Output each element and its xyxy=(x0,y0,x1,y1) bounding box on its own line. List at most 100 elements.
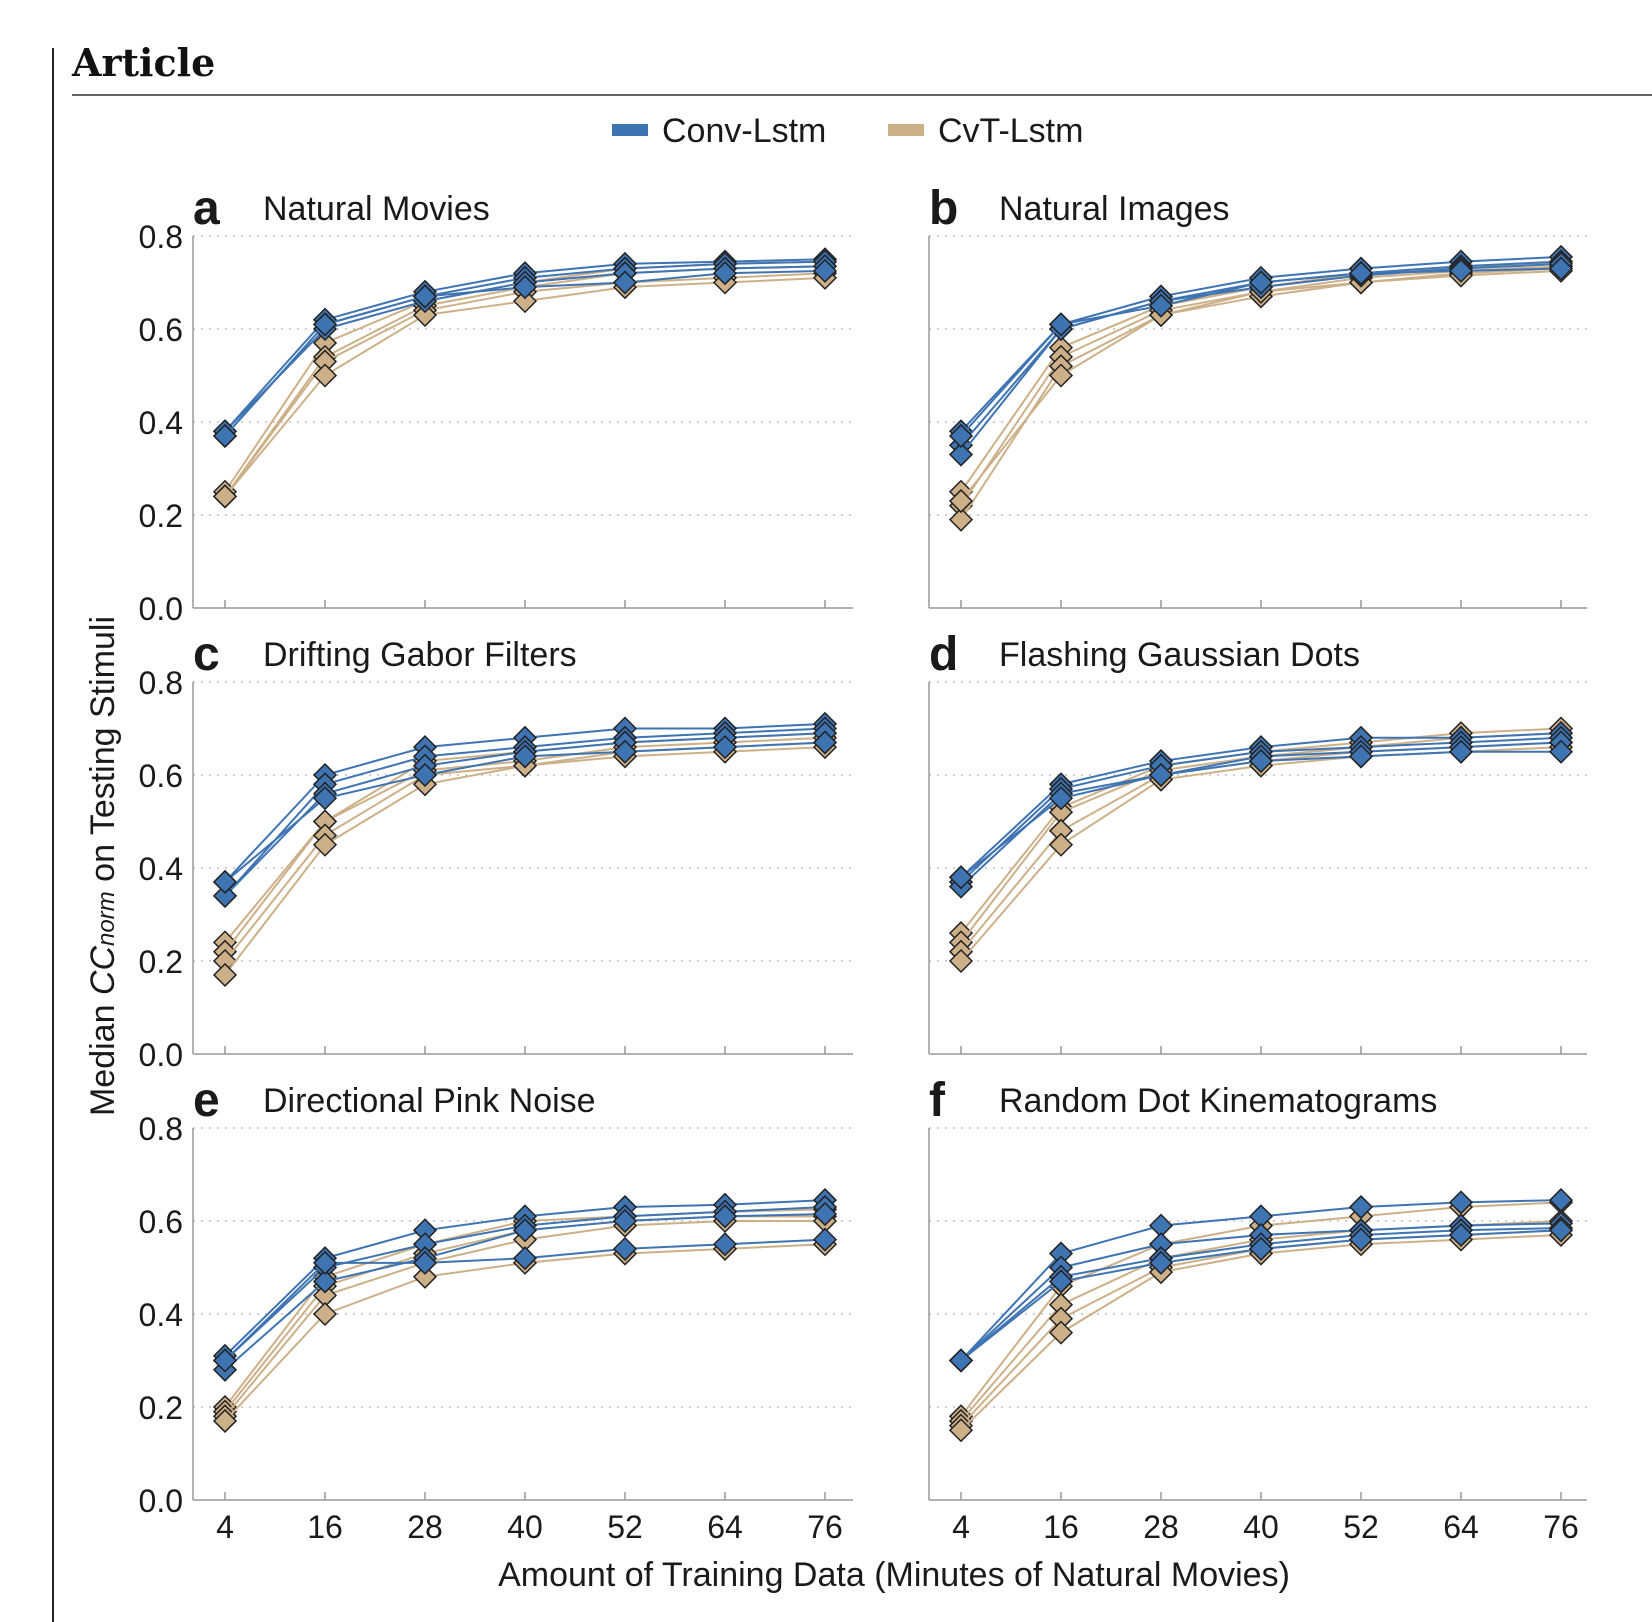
panel-title-b: Natural Images xyxy=(999,190,1230,228)
panel-letter-a: a xyxy=(193,182,220,235)
data-point xyxy=(512,289,538,314)
data-point xyxy=(312,363,338,388)
panel-title-a: Natural Movies xyxy=(263,190,490,228)
data-point xyxy=(412,302,438,328)
data-point xyxy=(212,869,238,895)
data-point xyxy=(1448,258,1474,283)
panel-title-e: Directional Pink Noise xyxy=(263,1082,596,1120)
data-point xyxy=(212,1348,238,1373)
series-cvt-7 xyxy=(212,735,838,988)
data-point xyxy=(1148,293,1174,318)
series-conv-0 xyxy=(948,1188,1574,1373)
data-point xyxy=(612,270,638,295)
y-tick-label: 0.2 xyxy=(139,1390,183,1426)
data-point xyxy=(712,1204,738,1229)
data-point xyxy=(1248,270,1274,295)
data-point xyxy=(1448,1190,1474,1215)
data-point xyxy=(1048,786,1074,811)
data-point xyxy=(1148,762,1174,788)
data-point xyxy=(948,507,974,532)
x-tick-label: 40 xyxy=(1243,1509,1279,1545)
panels: a Natural Movies 0.0 0.2 0.4 0.6 0.8 b Natural I… xyxy=(139,182,1587,1545)
data-point xyxy=(312,1250,338,1275)
data-point xyxy=(712,1232,738,1257)
data-point xyxy=(212,1408,238,1434)
x-tick-label: 64 xyxy=(707,1509,743,1545)
data-point xyxy=(1248,748,1274,774)
data-point xyxy=(948,1348,974,1373)
y-tick-label: 0.8 xyxy=(139,1111,183,1147)
data-point xyxy=(512,1246,538,1271)
data-point xyxy=(612,1236,638,1261)
data-point xyxy=(1448,1222,1474,1248)
data-point xyxy=(212,484,238,509)
data-point xyxy=(712,735,738,760)
data-point xyxy=(512,1218,538,1243)
data-point xyxy=(1348,261,1374,286)
data-point xyxy=(412,284,438,309)
data-point xyxy=(948,948,974,974)
data-point xyxy=(712,261,738,286)
panel-b: b Natural Images xyxy=(928,182,1587,609)
series-cvt-7 xyxy=(212,265,838,509)
x-tick-label: 16 xyxy=(307,1509,343,1545)
x-tick-label: 52 xyxy=(607,1509,643,1545)
data-point xyxy=(1348,744,1374,769)
legend-swatch-cvt-lstm xyxy=(888,124,924,136)
data-point xyxy=(948,423,974,449)
y-axis-label-norm: norm xyxy=(93,891,120,946)
series-line xyxy=(224,746,826,976)
data-point xyxy=(1048,832,1074,857)
legend-swatch-conv-lstm xyxy=(612,124,648,136)
series-conv-2 xyxy=(212,1201,838,1382)
x-tick-label: 4 xyxy=(952,1509,970,1545)
y-tick-label: 0.4 xyxy=(139,851,183,887)
data-point xyxy=(812,258,838,283)
data-point xyxy=(1448,739,1474,764)
data-point xyxy=(948,865,974,890)
data-point xyxy=(312,832,338,857)
panel-f: f Random Dot Kinematograms 4 16 28 40 52 64 76 xyxy=(928,1074,1587,1545)
y-tick-label: 0.0 xyxy=(139,591,183,627)
x-tick-label: 52 xyxy=(1343,1509,1379,1545)
series-conv-3 xyxy=(212,258,838,449)
y-tick-label: 0.6 xyxy=(139,312,183,348)
data-point xyxy=(412,1250,438,1275)
article-header: Article xyxy=(71,40,215,85)
panel-c: c Drifting Gabor Filters 0.0 0.2 0.4 0.6 0.8 xyxy=(139,628,853,1073)
series-conv-3 xyxy=(948,256,1574,449)
legend-label-cvt-lstm: CvT-Lstm xyxy=(938,112,1083,150)
y-tick-label: 0.0 xyxy=(139,1037,183,1073)
data-point xyxy=(312,1301,338,1327)
y-tick-label: 0.2 xyxy=(139,498,183,534)
y-tick-label: 0.6 xyxy=(139,1204,183,1240)
panel-letter-f: f xyxy=(929,1074,946,1127)
series-conv-3 xyxy=(212,1227,838,1373)
data-point xyxy=(312,1269,338,1294)
panel-letter-b: b xyxy=(929,182,958,235)
data-point xyxy=(512,275,538,300)
data-point xyxy=(948,442,974,467)
data-point xyxy=(212,962,238,988)
series-line xyxy=(960,746,1562,962)
data-point xyxy=(512,744,538,769)
panel-e: e Directional Pink Noise 0.0 0.2 0.4 0.6 0.8 4 1… xyxy=(139,1074,853,1545)
data-point xyxy=(412,1264,438,1289)
y-axis-label: Median CCnorm on Testing Stimuli xyxy=(84,616,122,1116)
data-point xyxy=(1548,256,1574,281)
data-point xyxy=(212,883,238,908)
data-point xyxy=(812,730,838,755)
data-point xyxy=(1348,1227,1374,1252)
x-tick-label: 40 xyxy=(507,1509,543,1545)
data-point xyxy=(812,1201,838,1227)
y-axis-label-cc: CC xyxy=(84,946,122,996)
y-tick-label: 0.4 xyxy=(139,405,183,441)
data-point xyxy=(412,762,438,788)
panel-letter-c: c xyxy=(193,628,220,681)
data-point xyxy=(948,1418,974,1443)
x-tick-label: 16 xyxy=(1043,1509,1079,1545)
data-point xyxy=(1048,363,1074,388)
panel-a: a Natural Movies 0.0 0.2 0.4 0.6 0.8 xyxy=(139,182,853,627)
y-axis-label-prefix: Median xyxy=(84,995,122,1116)
